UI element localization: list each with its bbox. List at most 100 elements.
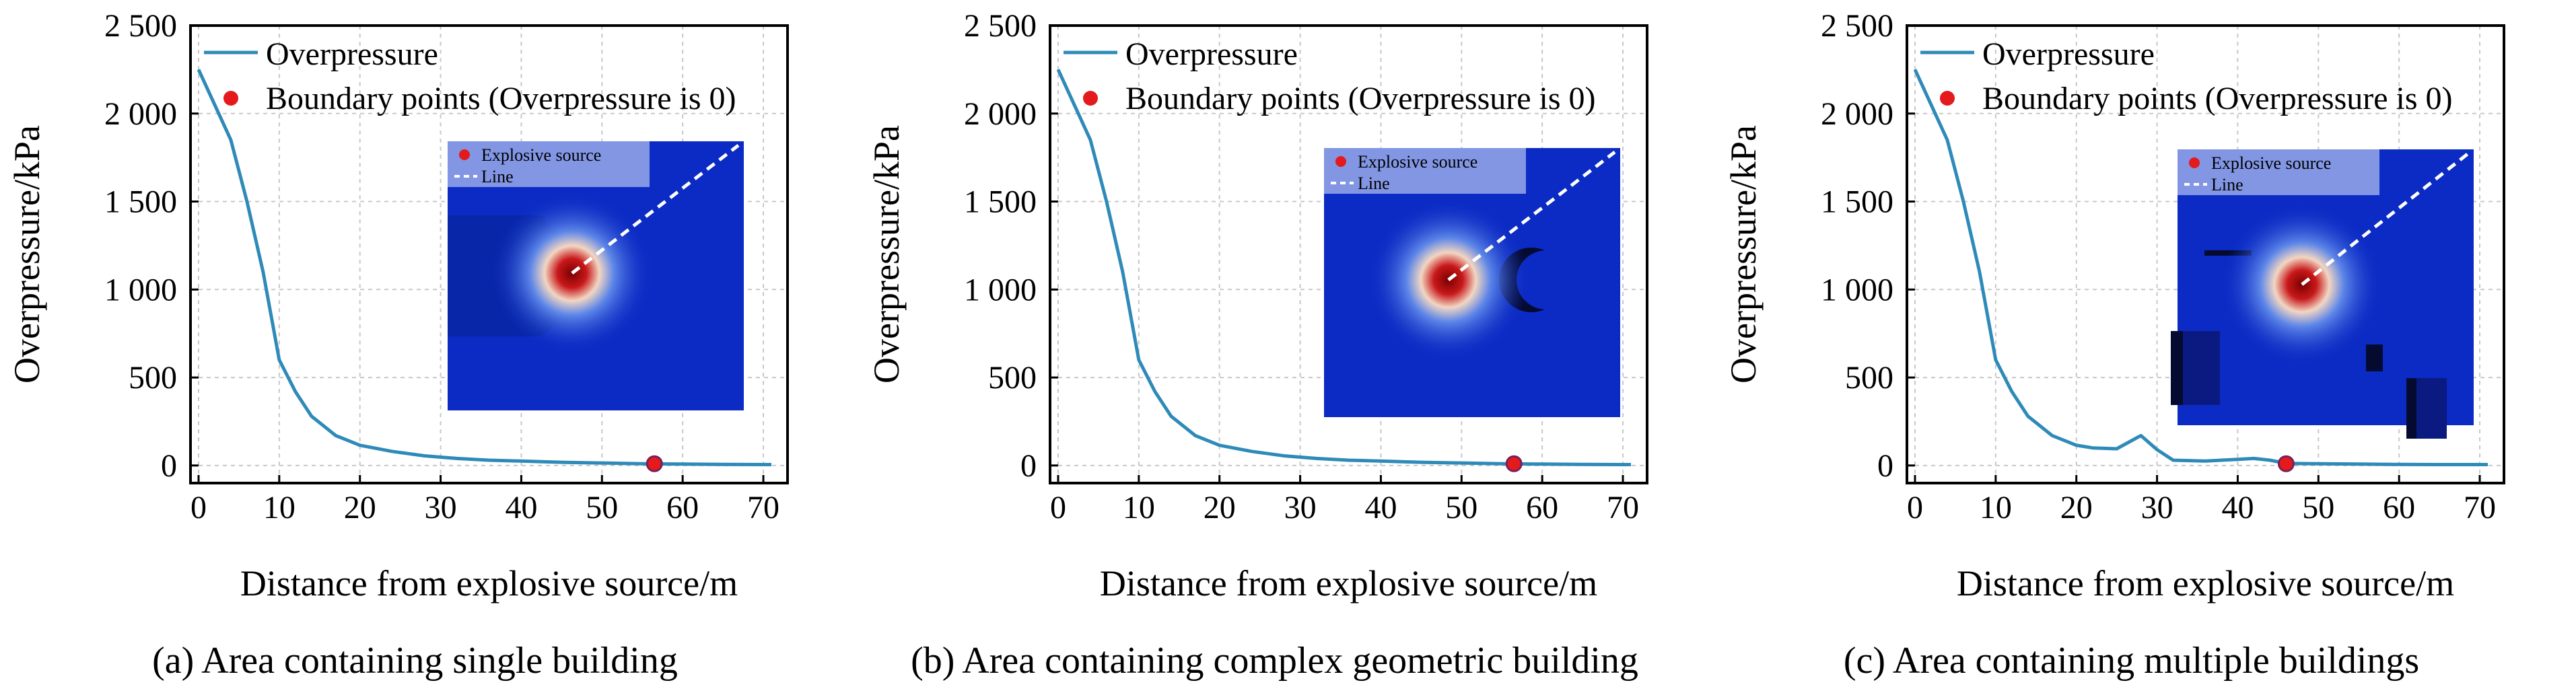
inset-legend-source-label: Explosive source — [481, 145, 601, 165]
x-tick-label: 10 — [263, 490, 295, 525]
x-tick-label: 50 — [586, 490, 618, 525]
x-tick-label: 70 — [2464, 490, 2496, 525]
y-tick-label: 1 000 — [964, 272, 1037, 307]
inset-legend-source-marker — [2189, 157, 2200, 168]
x-tick-label: 60 — [1526, 490, 1558, 525]
x-tick-label: 20 — [344, 490, 376, 525]
x-tick-label: 30 — [425, 490, 457, 525]
y-tick-label: 2 500 — [104, 8, 177, 44]
y-tick-label: 1 500 — [964, 184, 1037, 220]
inset-legend-source-marker — [459, 149, 470, 160]
plot-frame — [189, 24, 789, 484]
legend-overpressure-label: Overpressure — [266, 36, 438, 72]
inset-legend-source-label: Explosive source — [2211, 153, 2331, 173]
legend-overpressure-label: Overpressure — [1125, 36, 1298, 72]
overpressure-series-line — [1913, 69, 2488, 467]
y-tick-label: 1 000 — [104, 272, 177, 307]
x-tick-label: 0 — [190, 490, 207, 525]
inset-legend: Explosive source Line — [2178, 149, 2379, 195]
inset-pressure-field: Explosive source Line — [448, 141, 744, 410]
inset-legend: Explosive source Line — [1324, 148, 1526, 194]
x-axis-label: Distance from explosive source/m — [1957, 563, 2454, 604]
x-tick-label: 20 — [1204, 490, 1236, 525]
inset-legend-line-label: Line — [1358, 174, 1390, 193]
inset-legend-box — [2178, 149, 2379, 195]
y-tick-label: 500 — [1845, 360, 1893, 396]
chart-panel-b: Explosive source Line 0 10 20 30 40 50 60 70 0 500 1… — [866, 8, 1648, 682]
inset-legend-line-label: Line — [481, 167, 514, 186]
explosion-glow — [2221, 203, 2383, 365]
inset-legend-box — [448, 141, 650, 187]
overpressure-series-line — [1056, 69, 1632, 467]
legend-boundary-marker — [1940, 91, 1955, 106]
legend: Overpressure Boundary points (Overpressur… — [204, 36, 736, 116]
inset-legend-source-marker — [1335, 156, 1346, 167]
x-tick-label: 0 — [1050, 490, 1066, 525]
y-axis-label: Overpressure/kPa — [7, 125, 47, 384]
legend-boundary-marker — [223, 91, 238, 106]
x-tick-label: 40 — [505, 490, 537, 525]
legend-boundary-marker — [1083, 91, 1098, 106]
x-tick-label: 0 — [1907, 490, 1923, 525]
measurement-line — [2301, 152, 2470, 286]
panel-caption: (a) Area containing single building — [152, 640, 678, 682]
y-tick-label: 2 500 — [964, 8, 1037, 44]
x-tick-label: 40 — [1364, 490, 1397, 525]
y-tick-label: 2 000 — [104, 96, 177, 132]
x-axis-label: Distance from explosive source/m — [240, 563, 738, 604]
legend: Overpressure Boundary points (Overpressur… — [1920, 36, 2453, 116]
legend: Overpressure Boundary points (Overpressur… — [1064, 36, 1596, 116]
legend-boundary-label: Boundary points (Overpressure is 0) — [1982, 81, 2453, 116]
y-axis-label: Overpressure/kPa — [866, 125, 907, 384]
x-tick-label: 60 — [2383, 490, 2415, 525]
legend-boundary-label: Boundary points (Overpressure is 0) — [1125, 81, 1596, 116]
building-2-face — [2183, 331, 2220, 405]
legend-overpressure-label: Overpressure — [1982, 36, 2155, 72]
inset-legend-box — [1324, 148, 1526, 194]
x-tick-label: 30 — [2141, 490, 2173, 525]
x-tick-label: 60 — [666, 490, 699, 525]
legend-boundary-label: Boundary points (Overpressure is 0) — [266, 81, 736, 116]
boundary-point — [646, 455, 663, 472]
y-tick-label: 0 — [1877, 448, 1893, 484]
x-axis-label: Distance from explosive source/m — [1100, 563, 1597, 604]
boundary-point — [1505, 455, 1523, 472]
y-tick-label: 2 000 — [1821, 96, 1893, 132]
x-tick-label: 10 — [1123, 490, 1155, 525]
inset-legend-source-label: Explosive source — [1358, 152, 1477, 172]
building-3 — [2366, 344, 2383, 371]
building-cylinder-face — [1517, 250, 1576, 309]
x-tick-label: 30 — [1284, 490, 1317, 525]
x-tick-label: 20 — [2060, 490, 2093, 525]
inset-legend-line-label: Line — [2211, 175, 2243, 194]
panel-caption: (c) Area containing multiple buildings — [1844, 640, 2419, 682]
y-tick-label: 500 — [129, 360, 177, 396]
y-tick-label: 0 — [1020, 448, 1037, 484]
y-tick-label: 500 — [988, 360, 1037, 396]
inset-legend: Explosive source Line — [448, 141, 650, 187]
x-tick-label: 70 — [1607, 490, 1639, 525]
measurement-line — [1447, 151, 1616, 281]
x-tick-label: 50 — [1445, 490, 1477, 525]
y-tick-label: 2 000 — [964, 96, 1037, 132]
y-tick-label: 1 000 — [1821, 272, 1893, 307]
plot-frame — [1906, 24, 2505, 484]
inset-pressure-field: Explosive source Line — [2171, 149, 2474, 439]
building-4-face — [2416, 378, 2447, 439]
chart-panel-a: Explosive source Line 0 10 20 30 40 50 60 70 0 500 1… — [7, 8, 789, 682]
x-tick-label: 10 — [1980, 490, 2012, 525]
boundary-point — [2277, 455, 2295, 472]
y-tick-label: 0 — [161, 448, 177, 484]
overpressure-series-line — [197, 69, 772, 467]
x-tick-label: 50 — [2302, 490, 2334, 525]
y-tick-label: 1 500 — [104, 184, 177, 220]
y-tick-label: 2 500 — [1821, 8, 1893, 44]
x-tick-label: 70 — [747, 490, 779, 525]
measurement-line — [571, 144, 740, 275]
x-tick-label: 40 — [2221, 490, 2254, 525]
plot-frame — [1049, 24, 1648, 484]
panel-caption: (b) Area containing complex geometric bu… — [911, 640, 1638, 682]
inset-pressure-field: Explosive source Line — [1324, 148, 1620, 417]
y-axis-label: Overpressure/kPa — [1723, 125, 1764, 384]
